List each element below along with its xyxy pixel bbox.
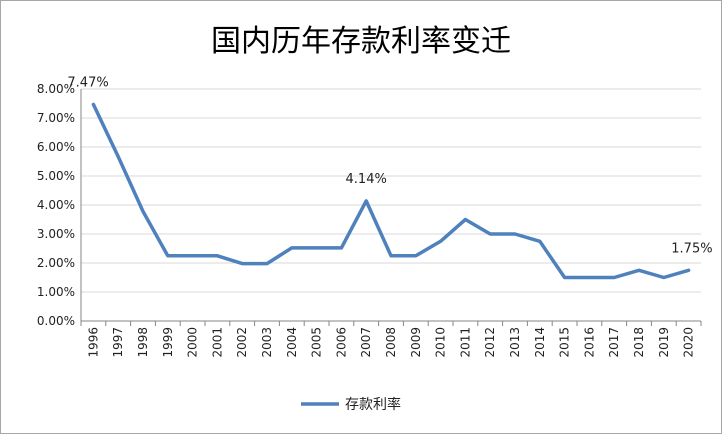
x-tick-label: 2001	[210, 327, 224, 358]
x-tick-label: 2018	[632, 327, 646, 358]
data-label: 4.14%	[346, 172, 387, 187]
x-tick-label: 2000	[186, 327, 200, 358]
x-axis-ticks: 1996 1997 1998 1999 2000 2001 2002 2003 2004 2005…	[80, 321, 702, 358]
y-tick-label: 0.00%	[37, 314, 75, 328]
x-tick-label: 2008	[384, 327, 398, 358]
x-tick-label: 2020	[682, 327, 696, 358]
chart-title: 国内历年存款利率变迁	[211, 24, 511, 59]
x-tick-label: 2005	[310, 327, 324, 358]
x-tick-label: 2013	[508, 327, 522, 358]
x-tick-label: 1996	[86, 327, 100, 358]
y-tick-label: 7.00%	[37, 111, 75, 125]
y-tick-label: 1.00%	[37, 285, 75, 299]
x-tick-label: 2017	[607, 327, 621, 358]
x-tick-label: 2009	[409, 327, 423, 358]
series-line	[91, 102, 691, 280]
y-tick-label: 5.00%	[37, 169, 75, 183]
x-tick-label: 2006	[334, 327, 348, 358]
data-label: 7.47%	[67, 75, 108, 90]
axes	[80, 89, 701, 322]
y-tick-label: 4.00%	[37, 198, 75, 212]
series-layer	[91, 102, 691, 280]
data-label: 1.75%	[671, 241, 712, 256]
data-labels: 7.47% 4.14% 1.75%	[67, 75, 712, 256]
x-tick-label: 2015	[558, 327, 572, 358]
x-tick-label: 1999	[161, 327, 175, 358]
y-tick-label: 2.00%	[37, 256, 75, 270]
legend: 存款利率	[301, 396, 401, 413]
y-tick-label: 3.00%	[37, 227, 75, 241]
x-tick-label: 1997	[111, 327, 125, 358]
y-tick-label: 8.00%	[37, 82, 75, 96]
x-tick-label: 2007	[359, 327, 373, 358]
x-tick-label: 1998	[136, 327, 150, 358]
x-tick-label: 2014	[533, 327, 547, 358]
x-tick-label: 2019	[657, 327, 671, 358]
legend-label: 存款利率	[345, 396, 401, 413]
x-tick-label: 2004	[285, 327, 299, 358]
x-tick-label: 2012	[483, 327, 497, 358]
x-tick-label: 2016	[582, 327, 596, 358]
y-axis-ticks: 0.00% 1.00% 2.00% 3.00% 4.00% 5.00% 6.00% 7.00%…	[37, 82, 75, 328]
x-tick-label: 2003	[260, 327, 274, 358]
x-tick-label: 2011	[458, 327, 472, 358]
gridlines	[81, 88, 701, 293]
x-tick-label: 2010	[434, 327, 448, 358]
x-tick-label: 2002	[235, 327, 249, 358]
y-tick-label: 6.00%	[37, 140, 75, 154]
